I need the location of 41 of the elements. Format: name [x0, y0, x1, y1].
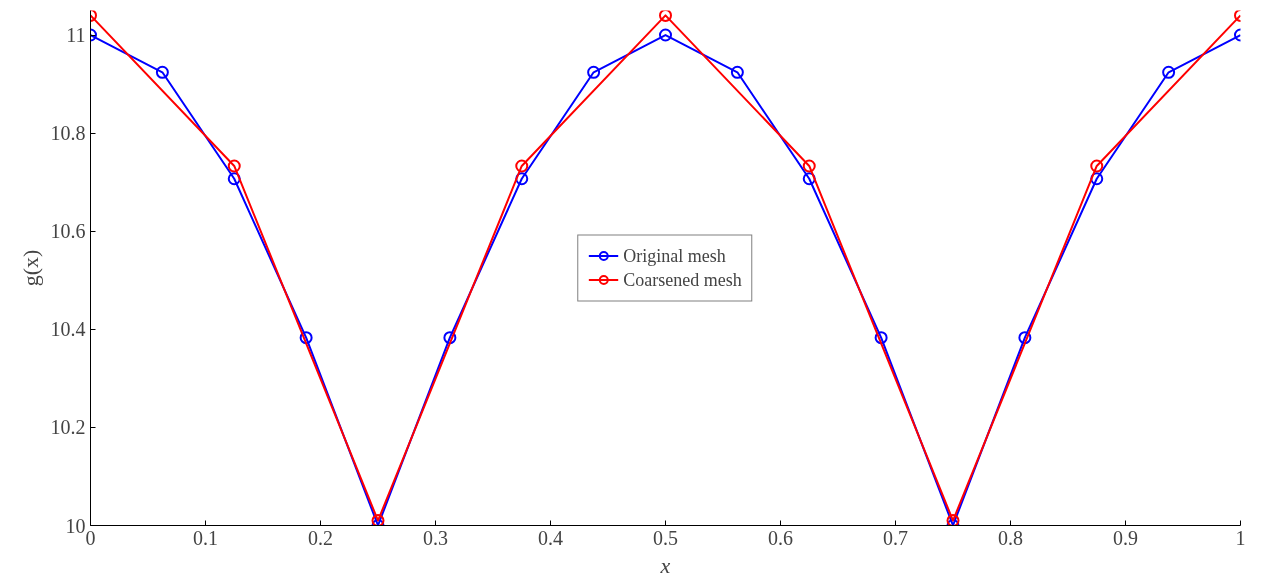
point [155, 65, 169, 79]
x-axis-title: x [659, 552, 671, 578]
y-tick-label: 11 [66, 24, 86, 47]
point [1090, 159, 1104, 173]
y-tick-label: 10.4 [50, 318, 86, 341]
point [371, 514, 385, 526]
point [874, 331, 888, 345]
y-tick-label: 10.6 [50, 220, 86, 243]
point [515, 172, 529, 186]
point [443, 331, 457, 345]
x-tick-label: 0.2 [308, 526, 333, 549]
x-tick-label: 1 [1235, 526, 1246, 549]
legend-label: Original mesh [623, 245, 726, 266]
point [299, 331, 313, 345]
x-tick-label: 0.9 [1113, 526, 1138, 549]
x-tick-label: 0.3 [423, 526, 448, 549]
point [227, 172, 241, 186]
y-tick-label: 10.2 [50, 416, 86, 439]
y-tick-label: 10.8 [50, 122, 86, 145]
x-tick-label: 0.4 [538, 526, 563, 549]
point [802, 159, 816, 173]
x-tick-label: 0 [85, 526, 96, 549]
point [227, 159, 241, 173]
y-tick-label: 10 [65, 514, 86, 537]
point [1018, 331, 1032, 345]
point [730, 65, 744, 79]
point [659, 28, 672, 42]
x-tick-label: 0.7 [883, 526, 908, 549]
y-axis-title: g(x) [17, 249, 43, 287]
x-tick-label: 0.5 [653, 526, 678, 549]
point [1162, 65, 1176, 79]
point [1090, 172, 1104, 186]
point [659, 10, 672, 22]
point [587, 65, 601, 79]
legend-label: Coarsened mesh [623, 269, 742, 290]
x-tick-label: 0.8 [998, 526, 1023, 549]
x-tick-label: 0.1 [193, 526, 218, 549]
point [515, 159, 529, 173]
x-tick-label: 0.6 [768, 526, 793, 549]
point [946, 514, 960, 526]
point [802, 172, 816, 186]
